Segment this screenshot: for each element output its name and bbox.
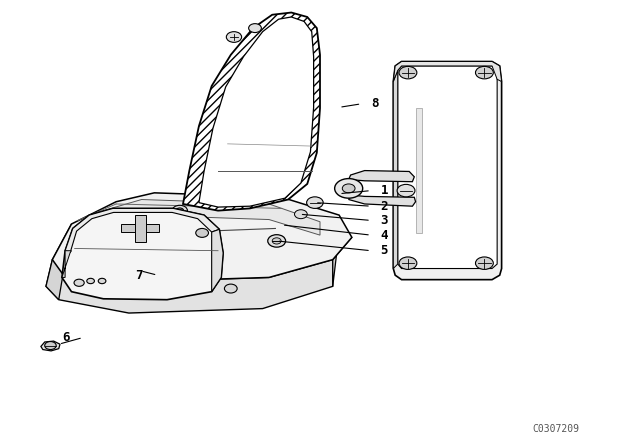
Circle shape bbox=[196, 228, 209, 237]
Polygon shape bbox=[212, 229, 223, 292]
Circle shape bbox=[294, 210, 307, 219]
Circle shape bbox=[272, 238, 281, 244]
Circle shape bbox=[476, 66, 493, 79]
Polygon shape bbox=[333, 233, 352, 286]
Circle shape bbox=[45, 341, 56, 349]
Circle shape bbox=[248, 24, 261, 33]
Circle shape bbox=[225, 284, 237, 293]
Circle shape bbox=[227, 32, 242, 43]
Text: C0307209: C0307209 bbox=[532, 424, 579, 434]
FancyBboxPatch shape bbox=[121, 224, 159, 233]
Circle shape bbox=[268, 235, 285, 247]
Text: 2: 2 bbox=[381, 200, 388, 213]
Polygon shape bbox=[65, 208, 220, 253]
Polygon shape bbox=[394, 61, 502, 280]
Circle shape bbox=[97, 282, 109, 291]
Polygon shape bbox=[415, 108, 422, 233]
Circle shape bbox=[335, 179, 363, 198]
Polygon shape bbox=[62, 208, 223, 300]
Text: 7: 7 bbox=[135, 269, 143, 282]
Circle shape bbox=[307, 197, 323, 208]
Text: 1: 1 bbox=[381, 184, 388, 197]
Polygon shape bbox=[394, 61, 502, 82]
Polygon shape bbox=[62, 251, 72, 277]
Circle shape bbox=[342, 184, 355, 193]
Circle shape bbox=[397, 185, 415, 197]
Text: 8: 8 bbox=[371, 97, 378, 110]
Polygon shape bbox=[91, 199, 320, 235]
Circle shape bbox=[172, 205, 188, 216]
Circle shape bbox=[399, 257, 417, 269]
Text: 5: 5 bbox=[381, 244, 388, 257]
Polygon shape bbox=[349, 171, 414, 182]
Text: 4: 4 bbox=[381, 228, 388, 241]
Polygon shape bbox=[397, 66, 497, 268]
Circle shape bbox=[99, 278, 106, 284]
Circle shape bbox=[87, 278, 95, 284]
Polygon shape bbox=[41, 341, 60, 351]
Text: 6: 6 bbox=[62, 331, 69, 344]
Text: 3: 3 bbox=[381, 214, 388, 227]
Circle shape bbox=[176, 208, 184, 213]
Polygon shape bbox=[349, 195, 415, 206]
Polygon shape bbox=[183, 13, 320, 211]
Circle shape bbox=[399, 66, 417, 79]
Circle shape bbox=[74, 279, 84, 286]
Polygon shape bbox=[46, 224, 72, 300]
Circle shape bbox=[476, 257, 493, 269]
Polygon shape bbox=[394, 70, 397, 268]
FancyBboxPatch shape bbox=[134, 215, 146, 242]
Polygon shape bbox=[52, 193, 352, 282]
Polygon shape bbox=[199, 17, 314, 207]
Polygon shape bbox=[46, 260, 333, 313]
